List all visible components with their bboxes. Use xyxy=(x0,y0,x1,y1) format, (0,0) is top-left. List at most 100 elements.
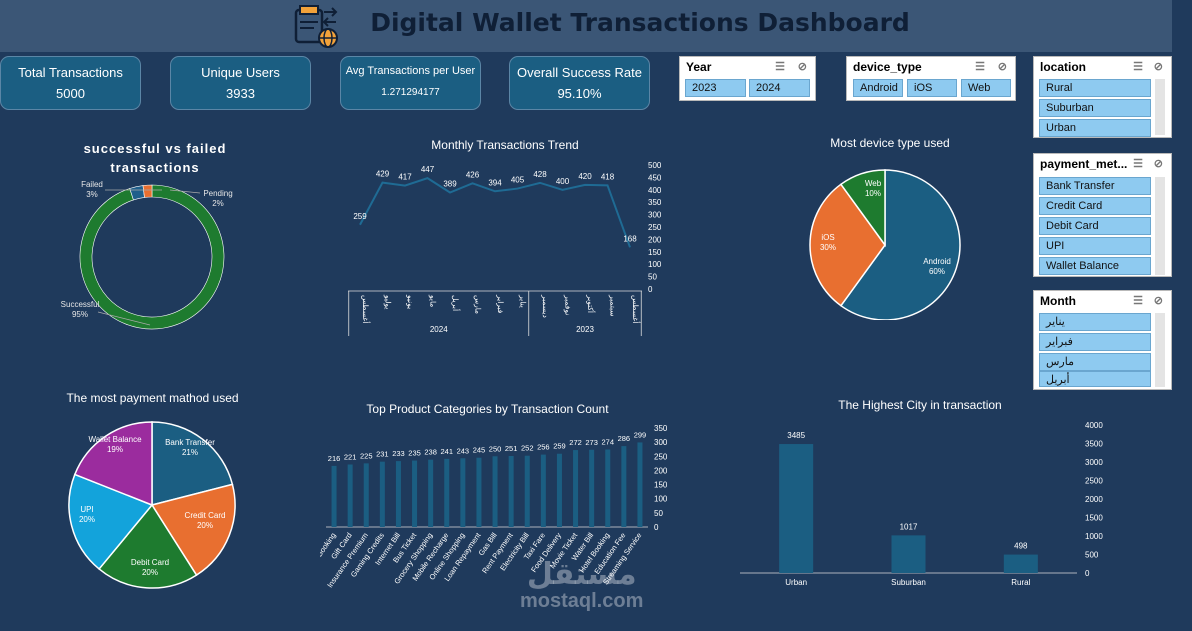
data-label: 252 xyxy=(521,444,534,453)
pie-slice-wallet-balance xyxy=(73,421,153,507)
y-tick-label: 150 xyxy=(648,248,662,257)
x-tick-label: ديسمبر xyxy=(541,294,550,319)
slicer-item-upi[interactable]: UPI xyxy=(1039,237,1151,255)
slicer-item-month[interactable]: أبريل xyxy=(1039,371,1151,387)
slicer-item-web[interactable]: Web xyxy=(961,79,1011,97)
slicer-item-2023[interactable]: 2023 xyxy=(685,79,746,97)
bar-taxi-fare xyxy=(540,454,546,527)
slicer-item-rural[interactable]: Rural xyxy=(1039,79,1151,97)
x-tick-label: يونيو xyxy=(406,294,415,309)
data-label: 1017 xyxy=(900,522,918,531)
slicer-scrollbar[interactable] xyxy=(1155,79,1165,135)
bar-chart-city-transactions: 3485 Urban 1017 Suburban 498 Rural 0 500 1000 150… xyxy=(740,421,1103,587)
kpi-avg-transactions: Avg Transactions per User 1.271294177 xyxy=(340,56,481,110)
data-label: 273 xyxy=(585,438,598,447)
x-tick-label: أغسطس xyxy=(631,295,642,323)
slicer-scrollbar[interactable] xyxy=(1155,177,1165,275)
series-line xyxy=(359,177,631,248)
bar-insurance-premium xyxy=(363,463,369,527)
clear-filter-icon[interactable]: ⊘ xyxy=(1153,158,1163,170)
kpi-value: 95.10% xyxy=(557,86,602,101)
svg-text:19%: 19% xyxy=(107,445,123,454)
data-label: 250 xyxy=(489,444,502,453)
clear-filter-icon[interactable]: ⊘ xyxy=(1153,61,1163,73)
slicer-item-wallet-balance[interactable]: Wallet Balance xyxy=(1039,257,1151,275)
multi-select-icon[interactable]: ☰ xyxy=(775,61,785,73)
x-tick-label: يوليو xyxy=(384,294,393,309)
slicer-item-2024[interactable]: 2024 xyxy=(749,79,810,97)
slicer-month: Month ☰ ⊘ يناير فبراير مارس أبريل xyxy=(1033,290,1172,390)
svg-text:20%: 20% xyxy=(197,521,213,530)
x-tick-label: مايو xyxy=(429,294,438,307)
slicer-item-ios[interactable]: iOS xyxy=(907,79,957,97)
bar-urban xyxy=(779,444,814,573)
bar-loan-repayment xyxy=(476,457,482,527)
slicer-item-credit-card[interactable]: Credit Card xyxy=(1039,197,1151,215)
slicer-item-urban[interactable]: Urban xyxy=(1039,119,1151,137)
y-tick-label: 50 xyxy=(648,273,657,282)
bar-grocery-shopping xyxy=(428,459,434,527)
y-tick-label: 500 xyxy=(1085,551,1099,560)
data-label: 405 xyxy=(511,176,525,185)
slicer-item-suburban[interactable]: Suburban xyxy=(1039,99,1151,117)
svg-text:20%: 20% xyxy=(79,515,95,524)
slicer-item-bank-transfer[interactable]: Bank Transfer xyxy=(1039,177,1151,195)
data-label: 274 xyxy=(601,437,614,446)
slicer-item-android[interactable]: Android xyxy=(853,79,903,97)
data-label: 447 xyxy=(421,165,435,174)
data-label: 418 xyxy=(601,172,615,181)
pie-slice-android xyxy=(839,169,961,320)
y-tick-label: 300 xyxy=(654,438,668,447)
pie-slice-ios xyxy=(809,183,886,307)
x-tick-label: أغسطس xyxy=(361,295,372,323)
bar-gas-bill xyxy=(492,456,498,527)
multi-select-icon[interactable]: ☰ xyxy=(975,61,985,73)
slicer-scrollbar[interactable] xyxy=(1155,313,1165,387)
bar-gift-card xyxy=(347,464,353,527)
svg-text:60%: 60% xyxy=(929,267,945,276)
slicer-title: device_type xyxy=(853,60,922,74)
pie-slice-pending xyxy=(142,184,153,198)
y-tick-label: 350 xyxy=(654,424,668,433)
x-group-label-2024: 2024 xyxy=(430,325,448,334)
multi-select-icon[interactable]: ☰ xyxy=(1133,158,1143,170)
y-tick-label: 200 xyxy=(648,235,662,244)
y-tick-label: 3000 xyxy=(1085,458,1103,467)
multi-select-icon[interactable]: ☰ xyxy=(1133,61,1143,73)
slicer-title: location xyxy=(1040,60,1087,74)
slicer-item-month[interactable]: فبراير xyxy=(1039,333,1151,351)
y-tick-label: 1500 xyxy=(1085,514,1103,523)
x-tick-label: سبتمبر xyxy=(609,294,618,317)
y-tick-label: 2500 xyxy=(1085,477,1103,486)
pie-slice-upi xyxy=(68,473,154,571)
slicer-item-month[interactable]: مارس xyxy=(1039,353,1151,371)
slicer-year: Year ☰ ⊘ 2023 2024 xyxy=(679,56,816,101)
bar-mobile-recharge xyxy=(444,458,450,527)
data-label: 272 xyxy=(569,438,582,447)
data-label: 231 xyxy=(376,450,389,459)
pie-slice-bank-transfer xyxy=(151,421,234,506)
data-label: 225 xyxy=(360,451,373,460)
y-tick-label: 0 xyxy=(648,285,653,294)
data-label: 400 xyxy=(556,177,570,186)
data-label: 299 xyxy=(634,430,647,439)
clear-filter-icon[interactable]: ⊘ xyxy=(1153,295,1163,307)
slicer-item-debit-card[interactable]: Debit Card xyxy=(1039,217,1151,235)
pie-slice-successful xyxy=(79,184,225,330)
svg-text:Successful: Successful xyxy=(61,300,100,309)
svg-text:3%: 3% xyxy=(86,190,98,199)
data-label: 221 xyxy=(344,452,357,461)
slicer-item-month[interactable]: يناير xyxy=(1039,313,1151,331)
clear-filter-icon[interactable]: ⊘ xyxy=(997,61,1007,73)
leader-line xyxy=(97,311,151,326)
y-tick-label: 350 xyxy=(648,198,662,207)
multi-select-icon[interactable]: ☰ xyxy=(1133,295,1143,307)
clear-filter-icon[interactable]: ⊘ xyxy=(797,61,807,73)
y-tick-label: 500 xyxy=(648,161,662,170)
svg-text:Android: Android xyxy=(923,257,951,266)
